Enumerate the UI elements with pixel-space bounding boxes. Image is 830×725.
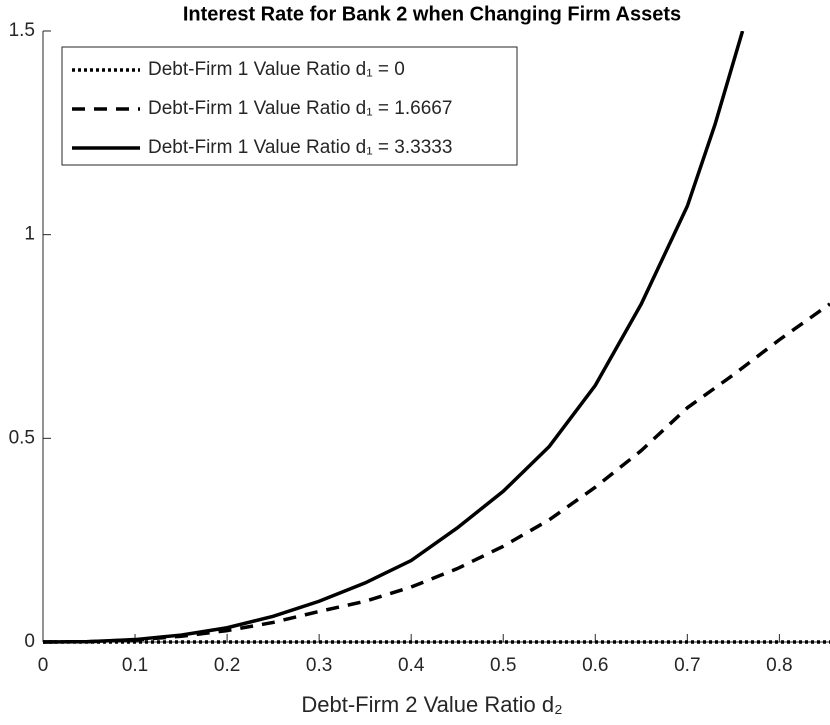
y-tick-label: 0	[24, 631, 35, 652]
x-tick-label: 0.2	[214, 655, 240, 676]
y-tick-label: 1	[24, 224, 35, 245]
x-tick-label: 0.1	[122, 655, 148, 676]
x-tick-label: 0.6	[582, 655, 608, 676]
legend-box	[61, 46, 518, 166]
legend-label: Debt-Firm 1 Value Ratio d₁ = 1.6667	[148, 98, 452, 119]
line-series	[43, 31, 745, 644]
x-tick-label: 0.3	[306, 655, 332, 676]
x-axis-label: Debt-Firm 2 Value Ratio d₂	[301, 692, 562, 717]
x-tick-label: 0.4	[398, 655, 425, 676]
x-tick-label: 0	[38, 655, 49, 676]
x-tick-label: 0.8	[766, 655, 792, 676]
legend-label: Debt-Firm 1 Value Ratio d₁ = 0	[148, 59, 405, 80]
chart-title: Interest Rate for Bank 2 when Changing F…	[183, 3, 681, 25]
x-tick-label: 0.5	[490, 655, 516, 676]
legend-label: Debt-Firm 1 Value Ratio d₁ = 3.3333	[148, 137, 452, 158]
line-series	[43, 302, 830, 644]
x-tick-label: 0.7	[674, 655, 700, 676]
y-tick-label: 1.5	[9, 20, 35, 41]
y-tick-label: 0.5	[9, 427, 35, 448]
